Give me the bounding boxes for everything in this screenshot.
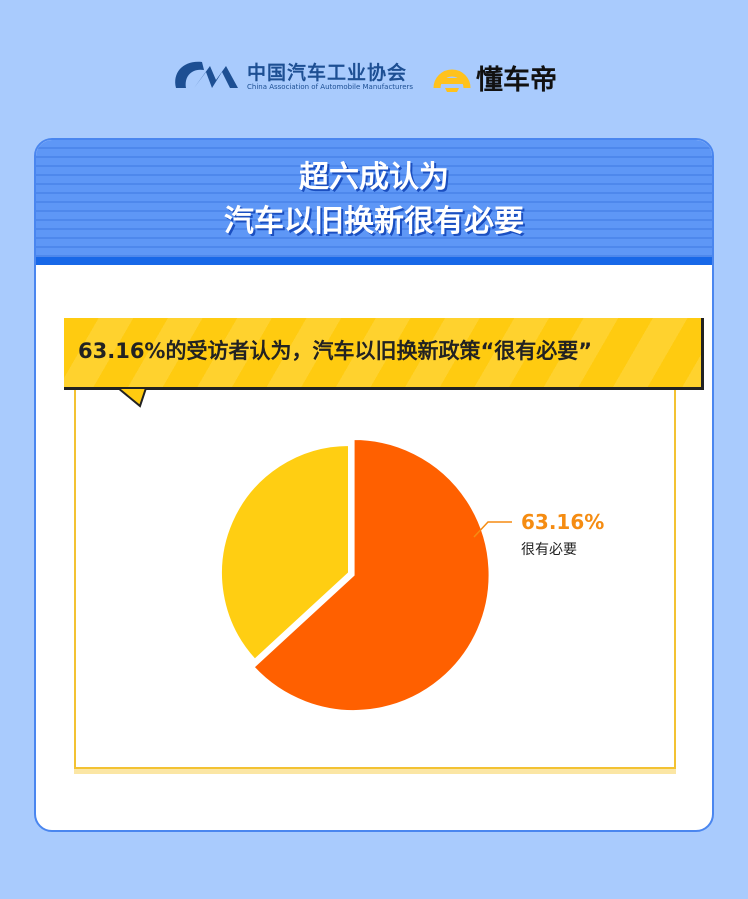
callout-banner: 63.16%的受访者认为，汽车以旧换新政策“很有必要” [64,318,704,390]
caam-logo-icon [175,61,238,88]
leader-line [473,521,512,538]
pie-slice-1 [220,443,350,662]
caam-name: 中国汽车工业协会 [247,62,408,84]
slice-label-value: 63.16% [521,510,605,534]
callout-tail-icon [118,388,148,408]
title-line-1: 超六成认为 [299,160,449,195]
chart-frame [74,377,676,769]
callout-text: 63.16%的受访者认为，汽车以旧换新政策“很有必要” [78,339,593,363]
dongchedi-name: 懂车帝 [476,65,557,96]
title-line-2: 汽车以旧换新很有必要 [224,204,524,239]
logos: 中国汽车工业协会 China Association of Automobile… [0,56,748,96]
slice-label-category: 很有必要 [521,542,577,558]
pie-slice-0 [252,438,491,712]
header: 超六成认为 汽车以旧换新很有必要 [36,140,712,265]
caam-name-en: China Association of Automobile Manufact… [247,83,414,91]
dongchedi-logo-icon [433,69,471,92]
content-card: 超六成认为 汽车以旧换新很有必要 63.16%的受访者认为，汽车以旧换新政策“很… [34,138,714,832]
